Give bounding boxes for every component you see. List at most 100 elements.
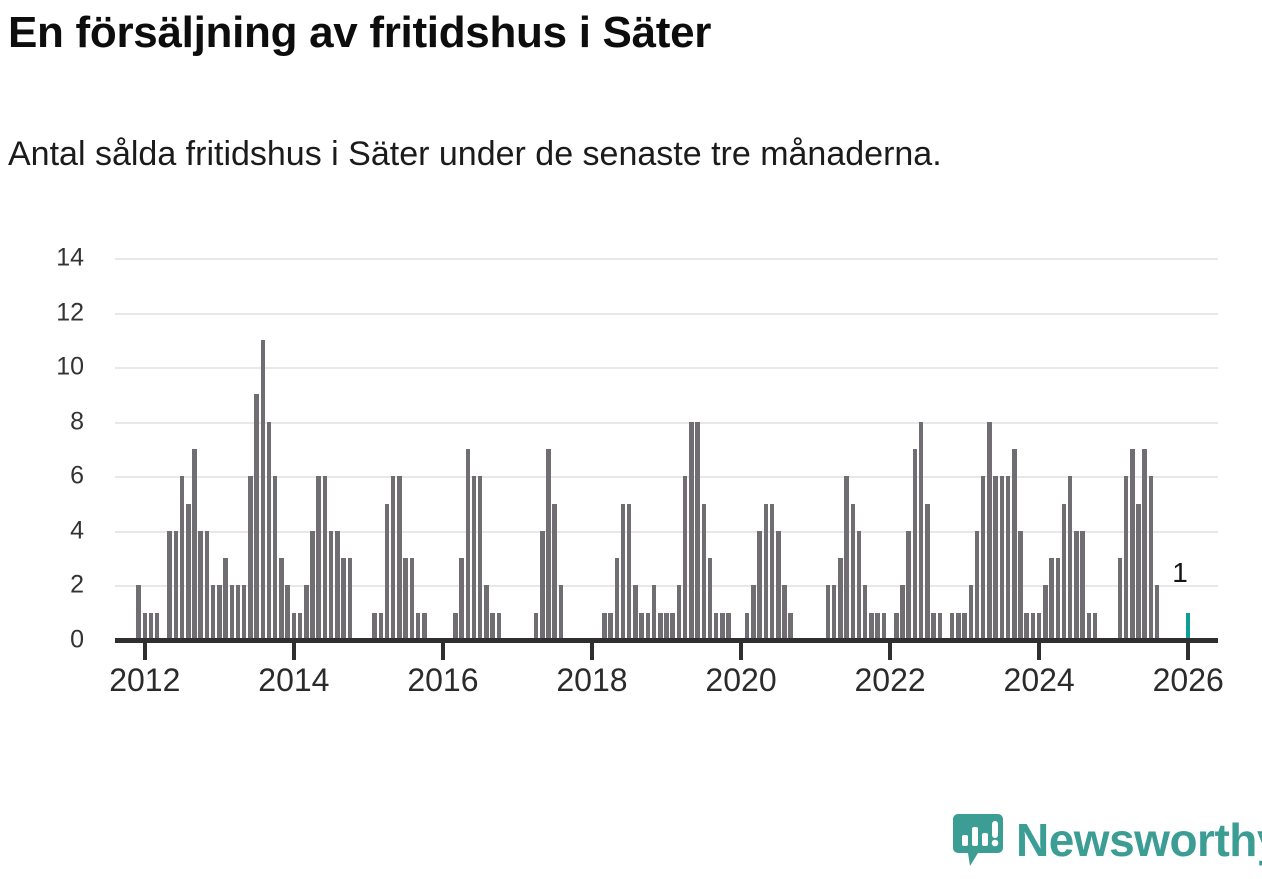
bar [689, 421, 694, 640]
bar [993, 476, 998, 640]
bar [981, 476, 986, 640]
bar [1049, 558, 1054, 640]
bar [1080, 530, 1085, 640]
bar [1012, 449, 1017, 640]
bar [937, 612, 942, 640]
bar [925, 503, 930, 640]
bar [856, 530, 862, 640]
bar [707, 558, 713, 640]
bar [695, 421, 700, 640]
bar [633, 585, 638, 640]
bar [831, 585, 837, 640]
bar [1005, 476, 1011, 640]
bar [1061, 503, 1067, 640]
newsworthy-bars-bubble-icon [952, 812, 1004, 868]
x-axis-tick-label: 2026 [1152, 662, 1224, 698]
bar [906, 530, 911, 640]
bar [676, 585, 682, 640]
bar [769, 503, 775, 640]
bar [297, 612, 303, 640]
bar [825, 585, 831, 640]
bar [272, 476, 278, 640]
bar [838, 558, 843, 640]
bar [229, 585, 234, 640]
bar [167, 530, 172, 640]
bar [552, 503, 557, 640]
bar [894, 612, 899, 640]
bar [384, 503, 390, 640]
bar [217, 585, 222, 640]
bar [136, 585, 141, 640]
x-axis-tick-label: 2020 [705, 662, 777, 698]
bar [397, 476, 402, 640]
bar [1142, 449, 1147, 640]
bar [390, 476, 396, 640]
y-axis-tick-label: 0 [70, 625, 84, 654]
bar [1086, 612, 1092, 640]
bar [745, 612, 750, 640]
bar [949, 612, 955, 640]
bar [415, 612, 421, 640]
x-axis-tick-label: 2012 [109, 662, 181, 698]
bar [608, 612, 613, 640]
bar [198, 530, 203, 640]
bar [558, 585, 564, 640]
bar [968, 585, 974, 640]
bar-chart: 0 2 4 6 8 10 12 14 2012 2014 2016 2018 2020 2022 2024… [0, 244, 1262, 699]
bar [664, 612, 669, 640]
bar [490, 612, 495, 640]
plot-area [115, 258, 1218, 640]
bar [1036, 612, 1042, 640]
bar [999, 476, 1005, 640]
bar [1130, 449, 1135, 640]
bar [347, 558, 352, 640]
bar [1024, 612, 1029, 640]
bar [540, 530, 545, 640]
bar [378, 612, 384, 640]
bar [235, 585, 241, 640]
bar [788, 612, 793, 640]
bar [1117, 558, 1123, 640]
bar [546, 449, 551, 640]
bar [484, 585, 489, 640]
bar [372, 612, 377, 640]
bar [763, 503, 769, 640]
bar [751, 585, 756, 640]
bar [173, 530, 179, 640]
x-axis-tick [142, 643, 147, 660]
gridline [115, 421, 1218, 424]
y-axis-tick-label: 12 [56, 298, 84, 327]
x-axis-line [115, 638, 1218, 643]
x-axis-tick [888, 643, 893, 660]
bar [285, 585, 290, 640]
bar [409, 558, 415, 640]
bar [142, 612, 148, 640]
x-axis-tick-label: 2024 [1003, 662, 1075, 698]
bar [726, 612, 731, 640]
bar [154, 612, 160, 640]
bar [844, 476, 849, 640]
bar [645, 612, 651, 640]
bar [266, 421, 272, 640]
bar [987, 421, 992, 640]
bar [912, 449, 918, 640]
bar [496, 612, 502, 640]
bar [465, 449, 470, 640]
y-axis-tick-label: 10 [56, 352, 84, 381]
bar [782, 585, 787, 640]
bar [701, 503, 706, 640]
x-axis-tick [291, 643, 296, 660]
bar [651, 585, 657, 640]
bar [670, 612, 675, 640]
bar [223, 558, 228, 640]
newsworthy-logo: Newsworthy [952, 812, 1262, 868]
bar [627, 503, 632, 640]
bar [900, 585, 905, 640]
bar [639, 612, 644, 640]
y-axis-tick-label: 8 [70, 407, 84, 436]
bar [1030, 612, 1036, 640]
bar [614, 558, 620, 640]
bar [304, 585, 309, 640]
bar [186, 503, 191, 640]
